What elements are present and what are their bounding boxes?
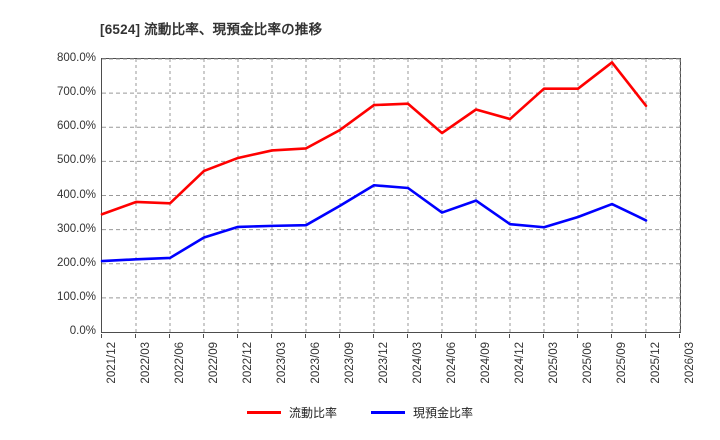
x-axis: 2021/12 2022/03 2022/06 2022/09 2022/12 2023/… <box>101 334 696 404</box>
x-axis-tick-label: 2022/03 <box>140 342 152 384</box>
legend-item-2[interactable]: 現預金比率 <box>371 404 473 421</box>
y-axis-tick-label: 200.0% <box>56 256 96 269</box>
data-series-layer <box>100 61 648 263</box>
y-axis-tick-label: 300.0% <box>56 222 96 235</box>
y-axis-tick-label: 500.0% <box>56 154 96 167</box>
x-axis-tick-label: 2023/12 <box>378 342 390 384</box>
legend-color-swatch <box>371 411 405 414</box>
x-axis-tick-label: 2022/12 <box>242 342 254 384</box>
x-axis-tick-mark <box>305 334 306 338</box>
x-axis-tick-mark <box>543 334 544 338</box>
grid-lines <box>102 58 681 332</box>
x-axis-tick-mark <box>441 334 442 338</box>
x-axis-tick-label: 2023/06 <box>310 342 322 384</box>
y-axis: 800.0% 700.0% 600.0% 500.0% 400.0% 300.0% 200.… <box>26 52 96 337</box>
y-axis-tick-label: 600.0% <box>56 120 96 133</box>
x-axis-tick-mark <box>135 334 136 338</box>
chart-legend: 流動比率 現預金比率 <box>0 404 720 421</box>
x-axis-tick-label: 2025/09 <box>616 342 628 384</box>
legend-color-swatch <box>246 411 281 414</box>
x-axis-tick-mark <box>373 334 374 338</box>
x-axis-tick-mark <box>509 334 510 338</box>
x-axis-tick-mark <box>203 334 204 338</box>
x-axis-tick-label: 2025/06 <box>582 342 594 384</box>
x-axis-tick-mark <box>577 334 578 338</box>
x-axis-tick-label: 2021/12 <box>106 342 118 384</box>
series-line-2 <box>100 183 648 263</box>
x-axis-tick-mark <box>339 334 340 338</box>
x-axis-tick-mark <box>101 334 102 338</box>
legend-label: 現預金比率 <box>413 406 474 420</box>
x-axis-tick-label: 2025/03 <box>548 342 560 384</box>
x-axis-tick-label: 2022/09 <box>208 342 220 384</box>
y-axis-tick-label: 400.0% <box>56 188 96 201</box>
x-axis-tick-mark <box>475 334 476 338</box>
plot-area <box>100 58 681 333</box>
x-axis-tick-label: 2025/12 <box>650 342 662 384</box>
x-axis-tick-label: 2024/03 <box>412 342 424 384</box>
y-axis-tick-label: 0.0% <box>69 325 96 337</box>
x-axis-tick-mark <box>407 334 408 338</box>
x-axis-tick-label: 2026/03 <box>684 342 696 384</box>
x-axis-tick-mark <box>271 334 272 338</box>
y-axis-tick-label: 800.0% <box>56 52 96 64</box>
x-axis-tick-label: 2024/12 <box>514 342 526 384</box>
x-axis-tick-mark <box>237 334 238 338</box>
x-axis-tick-label: 2024/09 <box>480 342 492 384</box>
x-axis-tick-label: 2022/06 <box>174 342 186 384</box>
y-axis-tick-label: 700.0% <box>56 86 96 99</box>
x-axis-tick-label: 2023/03 <box>276 342 288 384</box>
x-axis-tick-mark <box>679 334 680 338</box>
x-axis-tick-mark <box>645 334 646 338</box>
chart-title: [6524] 流動比率、現預金比率の推移 <box>100 22 323 37</box>
x-axis-tick-mark <box>611 334 612 338</box>
legend-label: 流動比率 <box>288 406 337 420</box>
series-line-1 <box>100 61 648 216</box>
x-axis-tick-label: 2023/09 <box>344 342 356 384</box>
x-axis-tick-label: 2024/06 <box>446 342 458 384</box>
legend-item-1[interactable]: 流動比率 <box>246 404 337 421</box>
y-axis-tick-label: 100.0% <box>56 290 96 303</box>
x-axis-tick-mark <box>169 334 170 338</box>
